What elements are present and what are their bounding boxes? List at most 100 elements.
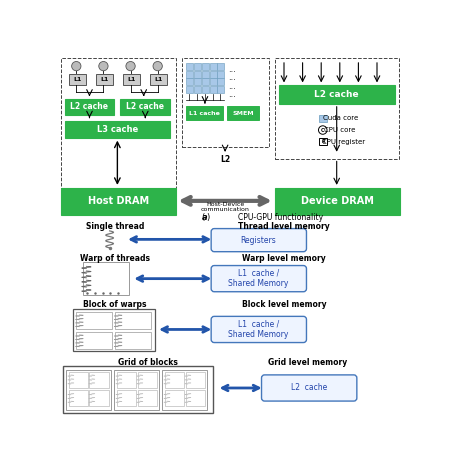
Bar [117,372,136,388]
Bar [61,58,175,188]
Bar [210,78,217,85]
Bar [76,312,112,328]
Text: ...: ... [228,82,236,91]
Text: L2 cache: L2 cache [314,90,359,99]
Bar [186,78,193,85]
Bar [69,74,86,84]
Text: L2  cache: L2 cache [291,383,327,392]
Bar [137,372,157,388]
Bar [164,372,184,388]
Text: Host DRAM: Host DRAM [88,196,149,206]
Bar [73,309,155,351]
Text: CPU register: CPU register [322,138,365,145]
Bar [319,115,328,121]
Bar [202,63,209,70]
FancyBboxPatch shape [262,375,357,401]
Bar [202,78,209,85]
Bar [64,99,114,115]
Text: ...: ... [228,64,236,73]
Bar [61,188,175,215]
Circle shape [153,62,162,71]
Text: L1  cache /
Shared Memory: L1 cache / Shared Memory [228,269,289,288]
Bar [202,86,209,93]
Bar [186,106,223,120]
Bar [120,99,170,115]
Text: Grid of blocks: Grid of blocks [118,358,178,367]
Bar [64,121,170,138]
Bar [218,63,224,70]
Bar [227,106,259,120]
Bar [186,63,193,70]
Bar [186,390,205,407]
Bar [164,390,184,407]
Bar [275,188,400,215]
Text: Device DRAM: Device DRAM [301,196,374,206]
Text: R: R [321,139,325,144]
Bar [114,370,159,410]
Bar [115,332,151,349]
Text: ): ) [206,212,210,221]
Text: SMEM: SMEM [232,110,254,116]
Text: Host-Device
communication: Host-Device communication [201,201,249,212]
Bar [123,74,140,84]
Bar [182,58,268,147]
Bar [194,86,201,93]
Bar [162,370,207,410]
Bar [202,71,209,78]
Text: Warp of threads: Warp of threads [80,254,150,263]
Bar [137,390,157,407]
Bar [96,74,113,84]
Text: L1: L1 [154,77,163,82]
Text: L2: L2 [220,155,230,164]
Bar [319,138,328,146]
Text: Registers: Registers [240,236,276,245]
Text: Cuda core: Cuda core [323,115,358,121]
Circle shape [99,62,108,71]
Text: L1 cache: L1 cache [189,110,219,116]
FancyBboxPatch shape [211,265,307,292]
Bar [90,372,109,388]
Text: Block of warps: Block of warps [83,301,147,310]
Text: Thread level memory: Thread level memory [238,222,330,231]
Text: ...: ... [228,90,236,99]
Bar [69,372,88,388]
Text: Single thread: Single thread [86,222,144,231]
Circle shape [72,62,81,71]
Bar [82,263,129,295]
Circle shape [126,62,135,71]
Bar [275,58,399,158]
Bar [194,78,201,85]
Text: L2 cache: L2 cache [126,102,164,111]
Bar [69,390,88,407]
Text: L3 cache: L3 cache [97,125,138,134]
Text: ...: ... [228,73,236,82]
Text: Grid level memory: Grid level memory [268,358,347,367]
Text: L1: L1 [127,77,136,82]
Text: C: C [321,128,325,133]
Bar [186,372,205,388]
Text: CPU core: CPU core [324,127,356,133]
Bar [218,71,224,78]
Bar [90,390,109,407]
Text: Block level memory: Block level memory [242,301,326,310]
Bar [186,71,193,78]
Text: a: a [202,212,208,221]
Text: CPU-GPU functionality: CPU-GPU functionality [237,212,323,221]
Bar [210,71,217,78]
Bar [115,312,151,328]
Circle shape [319,126,327,134]
FancyBboxPatch shape [211,316,307,343]
Text: (: ( [201,212,204,221]
Bar [63,366,213,413]
Bar [210,63,217,70]
Bar [218,78,224,85]
Bar [150,74,167,84]
Bar [279,85,395,104]
Bar [76,332,112,349]
Bar [194,63,201,70]
Text: L1: L1 [73,77,81,82]
Bar [194,71,201,78]
Text: Warp level memory: Warp level memory [242,254,326,263]
Bar [66,370,111,410]
Text: L2 cache: L2 cache [71,102,109,111]
